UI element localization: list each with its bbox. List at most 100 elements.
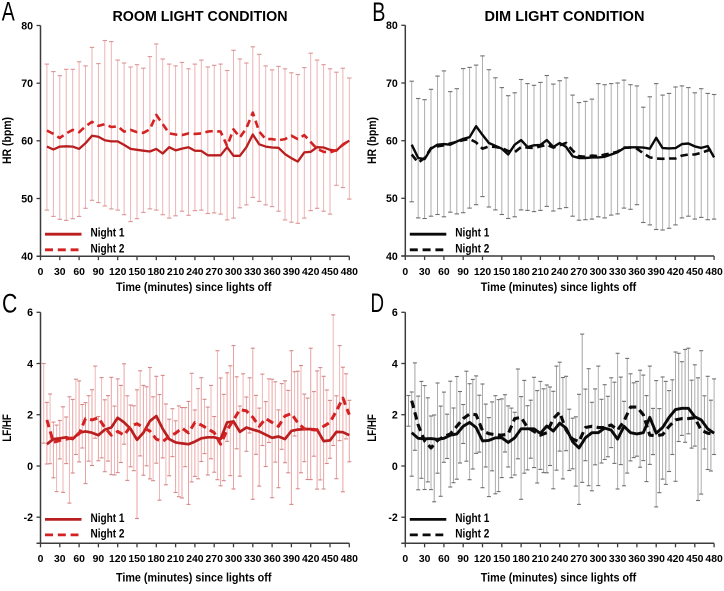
svg-text:330: 330	[609, 267, 627, 278]
svg-text:Time (minutes) since lights of: Time (minutes) since lights off	[116, 570, 272, 584]
svg-text:420: 420	[302, 554, 320, 565]
svg-text:360: 360	[263, 267, 281, 278]
svg-text:450: 450	[686, 267, 704, 278]
svg-text:390: 390	[648, 554, 666, 565]
svg-text:60: 60	[438, 267, 450, 278]
svg-text:Night 1: Night 1	[455, 228, 490, 240]
svg-text:ROOM LIGHT CONDITION: ROOM LIGHT CONDITION	[113, 9, 288, 25]
svg-text:Night 2: Night 2	[91, 243, 125, 255]
svg-text:30: 30	[419, 267, 431, 278]
svg-text:0: 0	[402, 267, 408, 278]
svg-text:HR (bpm): HR (bpm)	[365, 117, 379, 164]
svg-text:420: 420	[667, 267, 685, 278]
svg-text:150: 150	[493, 267, 511, 278]
svg-text:180: 180	[512, 267, 530, 278]
svg-text:420: 420	[302, 267, 320, 278]
svg-text:90: 90	[93, 267, 105, 278]
svg-text:70: 70	[386, 78, 398, 90]
svg-text:40: 40	[386, 251, 398, 263]
svg-text:270: 270	[206, 554, 224, 565]
svg-text:210: 210	[167, 554, 185, 565]
svg-text:6: 6	[392, 307, 398, 319]
svg-text:60: 60	[386, 136, 398, 148]
svg-text:300: 300	[590, 554, 608, 565]
svg-text:390: 390	[283, 554, 301, 565]
svg-text:450: 450	[321, 267, 339, 278]
svg-text:50: 50	[21, 193, 33, 205]
svg-text:60: 60	[73, 267, 85, 278]
svg-text:-2: -2	[388, 512, 398, 524]
svg-text:270: 270	[570, 554, 588, 565]
svg-text:HR (bpm): HR (bpm)	[0, 117, 14, 164]
svg-text:Night 1: Night 1	[91, 228, 126, 240]
svg-text:0: 0	[402, 554, 408, 565]
svg-text:450: 450	[686, 554, 704, 565]
svg-text:480: 480	[705, 267, 723, 278]
svg-text:120: 120	[474, 267, 492, 278]
svg-text:60: 60	[73, 554, 85, 565]
svg-text:0: 0	[38, 554, 44, 565]
svg-text:90: 90	[457, 554, 469, 565]
svg-text:40: 40	[21, 251, 33, 263]
svg-text:Time (minutes) since lights of: Time (minutes) since lights off	[481, 280, 637, 294]
svg-text:210: 210	[532, 267, 550, 278]
svg-text:Night 1: Night 1	[455, 513, 490, 525]
svg-text:B: B	[372, 0, 385, 27]
svg-text:210: 210	[532, 554, 550, 565]
svg-text:2: 2	[27, 410, 33, 422]
svg-text:6: 6	[27, 307, 33, 319]
svg-text:330: 330	[244, 267, 262, 278]
svg-text:330: 330	[244, 554, 262, 565]
svg-text:330: 330	[609, 554, 627, 565]
svg-text:Time (minutes) since lights of: Time (minutes) since lights off	[481, 570, 637, 584]
svg-text:360: 360	[628, 267, 646, 278]
svg-text:50: 50	[386, 193, 398, 205]
svg-text:120: 120	[109, 554, 127, 565]
svg-text:240: 240	[186, 554, 204, 565]
svg-text:0: 0	[392, 461, 398, 473]
svg-text:180: 180	[148, 267, 166, 278]
svg-text:480: 480	[341, 267, 359, 278]
svg-text:Time (minutes) since lights of: Time (minutes) since lights off	[116, 280, 272, 294]
svg-text:300: 300	[225, 267, 243, 278]
svg-text:390: 390	[648, 267, 666, 278]
svg-text:150: 150	[128, 554, 146, 565]
svg-text:360: 360	[628, 554, 646, 565]
svg-text:120: 120	[474, 554, 492, 565]
svg-text:90: 90	[457, 267, 469, 278]
svg-text:60: 60	[21, 136, 33, 148]
svg-text:70: 70	[21, 78, 33, 90]
svg-text:Night 1: Night 1	[91, 513, 126, 525]
svg-text:90: 90	[93, 554, 105, 565]
svg-text:420: 420	[667, 554, 685, 565]
svg-text:480: 480	[705, 554, 723, 565]
svg-text:30: 30	[54, 554, 66, 565]
svg-text:DIM LIGHT CONDITION: DIM LIGHT CONDITION	[485, 9, 645, 25]
svg-text:80: 80	[386, 20, 398, 32]
svg-text:270: 270	[206, 267, 224, 278]
svg-text:-2: -2	[24, 512, 34, 524]
svg-text:300: 300	[225, 554, 243, 565]
svg-text:80: 80	[21, 20, 33, 32]
svg-text:Night 2: Night 2	[455, 243, 489, 255]
svg-text:120: 120	[109, 267, 127, 278]
svg-text:180: 180	[512, 554, 530, 565]
svg-text:240: 240	[551, 554, 569, 565]
svg-text:Night 2: Night 2	[455, 528, 489, 540]
svg-text:150: 150	[128, 267, 146, 278]
svg-text:0: 0	[38, 267, 44, 278]
svg-text:210: 210	[167, 267, 185, 278]
svg-text:390: 390	[283, 267, 301, 278]
svg-text:240: 240	[551, 267, 569, 278]
svg-text:360: 360	[263, 554, 281, 565]
svg-text:D: D	[371, 288, 385, 318]
svg-text:A: A	[2, 0, 15, 26]
svg-text:2: 2	[392, 410, 398, 422]
svg-text:60: 60	[438, 554, 450, 565]
svg-text:450: 450	[321, 554, 339, 565]
svg-text:240: 240	[186, 267, 204, 278]
svg-text:C: C	[2, 289, 17, 319]
svg-text:30: 30	[419, 554, 431, 565]
svg-text:4: 4	[392, 358, 398, 370]
svg-text:0: 0	[27, 461, 33, 473]
